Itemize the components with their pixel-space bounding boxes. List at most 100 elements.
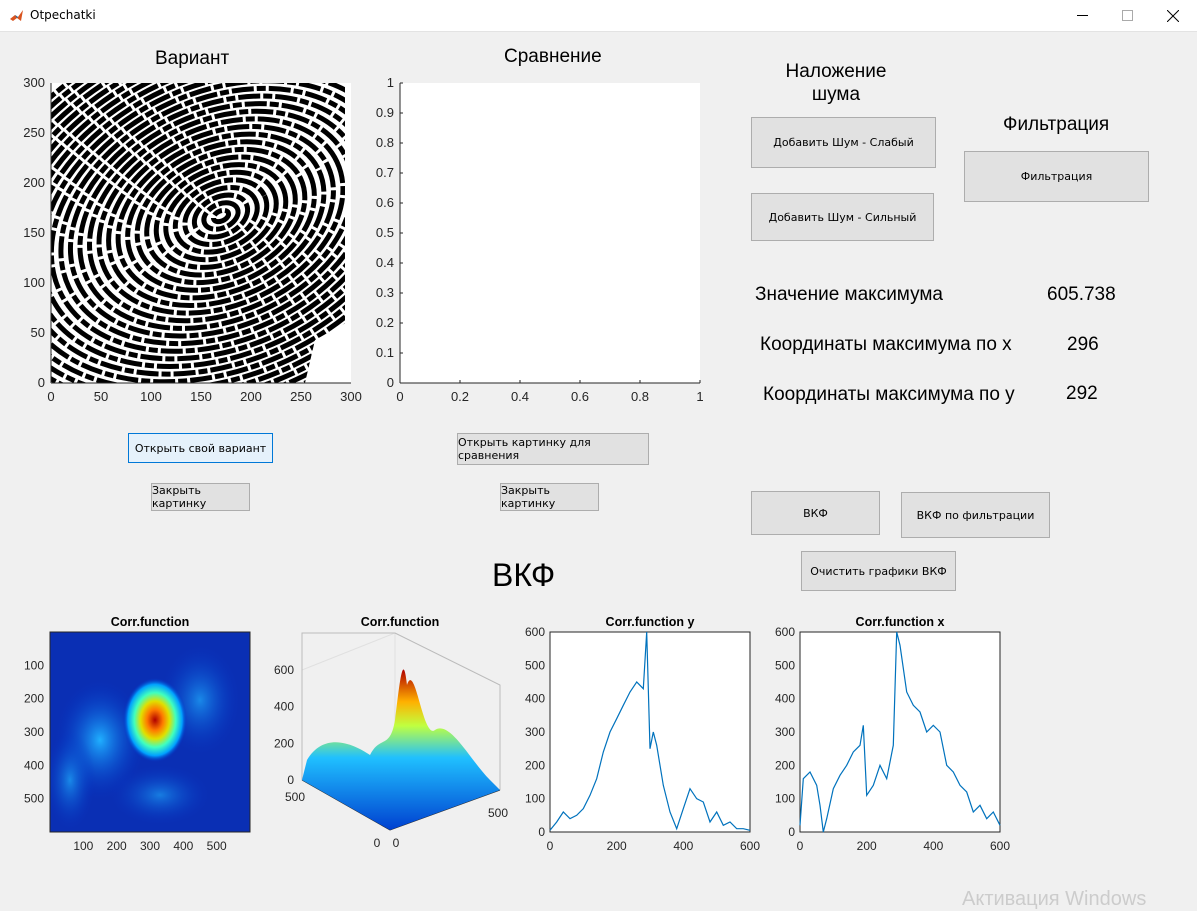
heatmap-y-tick: 500	[24, 792, 44, 806]
heatmap-axes: Corr.function 100 200 300 400 500 100 200 300 40…	[24, 615, 251, 853]
surface-z-tick: 400	[274, 700, 294, 714]
clear-vkf-button[interactable]: Очистить графики ВКФ	[801, 551, 956, 591]
heatmap-y-tick: 300	[24, 725, 44, 739]
line-x-tick: 200	[607, 839, 627, 853]
cmp-y-tick: 0.9	[376, 105, 394, 120]
open-compare-button[interactable]: Открыть картинку для сравнения	[457, 433, 649, 465]
fp-y-tick: 50	[31, 325, 45, 340]
cmp-x-tick: 1	[696, 389, 703, 404]
line-y-tick: 100	[775, 792, 795, 806]
minimize-icon	[1076, 15, 1088, 16]
line-x-tick: 200	[857, 839, 877, 853]
surface-z-tick: 200	[274, 736, 294, 750]
open-variant-button[interactable]: Открыть свой вариант	[128, 433, 273, 463]
fingerprint-image	[51, 83, 351, 383]
close-icon	[1167, 9, 1179, 22]
heatmap-y-tick: 100	[24, 658, 44, 672]
line-x-tick: 0	[547, 839, 554, 853]
heatmap-image	[50, 632, 250, 832]
cmp-y-tick: 0.8	[376, 135, 394, 150]
line-x-tick: 600	[990, 839, 1010, 853]
fp-x-tick: 0	[47, 389, 54, 404]
close-window-button[interactable]	[1150, 0, 1196, 31]
surface-z-tick: 600	[274, 663, 294, 677]
cmp-x-tick: 0	[396, 389, 403, 404]
corr-x-axes: Corr.function x 0 200 400 600 0 100 200 300 400 5…	[775, 615, 1010, 853]
line-y-tick: 100	[525, 792, 545, 806]
fp-x-tick: 150	[190, 389, 212, 404]
fp-y-tick: 0	[38, 375, 45, 390]
filtration-button[interactable]: Фильтрация	[964, 151, 1149, 202]
corr-y-title: Corr.function y	[606, 615, 695, 629]
line-y-tick: 300	[525, 725, 545, 739]
fp-y-tick: 200	[23, 175, 45, 190]
heatmap-x-tick: 500	[207, 839, 227, 853]
compare-plot-area	[400, 83, 700, 383]
max-y-label: Координаты максимума по y	[763, 384, 1015, 405]
fp-y-tick: 150	[23, 225, 45, 240]
maximize-icon	[1121, 10, 1133, 21]
line-x-tick: 400	[673, 839, 693, 853]
window-titlebar: Otpechatki	[0, 0, 1197, 32]
corr-series-line	[549, 631, 751, 831]
heatmap-title: Corr.function	[111, 615, 189, 629]
line-x-tick: 400	[923, 839, 943, 853]
surface-title: Corr.function	[361, 615, 439, 629]
line-y-tick: 500	[525, 658, 545, 672]
cmp-y-tick: 0	[387, 375, 394, 390]
fp-x-tick: 50	[94, 389, 108, 404]
matlab-icon	[9, 8, 24, 23]
filter-title: Фильтрация	[1003, 114, 1110, 135]
compare-axes: 0 0.2 0.4 0.6 0.8 1 0 0.1 0.2 0.3 0.4 0.5 0.6 0.7 0.8 0…	[376, 75, 704, 404]
cmp-y-tick: 0.5	[376, 225, 394, 240]
line-y-tick: 0	[538, 825, 545, 839]
vkf-title: ВКФ	[492, 557, 556, 593]
cmp-y-tick: 0.7	[376, 165, 394, 180]
line-y-tick: 200	[775, 758, 795, 772]
fingerprint-axes: 0 50 100 150 200 250 300 0 50 100 150 200 250 300	[23, 75, 362, 404]
variant-title: Вариант	[155, 48, 230, 69]
close-image-right-button[interactable]: Закрыть картинку	[500, 483, 599, 511]
fp-y-tick: 100	[23, 275, 45, 290]
cmp-x-tick: 0.4	[511, 389, 529, 404]
close-image-left-button[interactable]: Закрыть картинку	[151, 483, 250, 511]
windows-activation-watermark: Активация Windows	[962, 888, 1147, 910]
cmp-y-tick: 1	[387, 75, 394, 90]
heatmap-x-tick: 400	[173, 839, 193, 853]
surface-right-tick: 0	[393, 836, 400, 850]
fp-x-tick: 300	[340, 389, 362, 404]
add-noise-strong-button[interactable]: Добавить Шум - Сильный	[751, 193, 934, 241]
heatmap-x-tick: 200	[107, 839, 127, 853]
surface-left-tick: 500	[285, 790, 305, 804]
line-x-tick: 0	[797, 839, 804, 853]
cmp-y-tick: 0.4	[376, 255, 394, 270]
fp-y-tick: 250	[23, 125, 45, 140]
cmp-x-tick: 0.2	[451, 389, 469, 404]
line-y-tick: 0	[788, 825, 795, 839]
heatmap-y-tick: 400	[24, 758, 44, 772]
line-y-tick: 300	[775, 725, 795, 739]
corr-y-axes: Corr.function y 0 200 400 600 0 100 200 300 400 5…	[525, 615, 760, 853]
vkf-filtered-button[interactable]: ВКФ по фильтрации	[901, 492, 1050, 538]
fp-x-tick: 100	[140, 389, 162, 404]
maximize-button[interactable]	[1104, 0, 1150, 31]
max-x-label: Координаты максимума по x	[760, 334, 1012, 355]
window-title: Otpechatki	[30, 8, 96, 22]
vkf-button[interactable]: ВКФ	[751, 491, 880, 535]
fp-y-tick: 300	[23, 75, 45, 90]
corr-series-line	[799, 631, 1001, 833]
heatmap-y-tick: 200	[24, 692, 44, 706]
cmp-x-tick: 0.8	[631, 389, 649, 404]
max-value-label: Значение максимума	[755, 284, 943, 305]
fp-x-tick: 200	[240, 389, 262, 404]
heatmap-x-tick: 300	[140, 839, 160, 853]
add-noise-weak-button[interactable]: Добавить Шум - Слабый	[751, 117, 936, 168]
heatmap-x-tick: 100	[73, 839, 93, 853]
line-y-tick: 400	[525, 692, 545, 706]
cmp-y-tick: 0.2	[376, 315, 394, 330]
line-y-tick: 400	[775, 692, 795, 706]
surface-mesh	[302, 669, 500, 830]
cmp-x-tick: 0.6	[571, 389, 589, 404]
minimize-button[interactable]	[1059, 0, 1105, 31]
